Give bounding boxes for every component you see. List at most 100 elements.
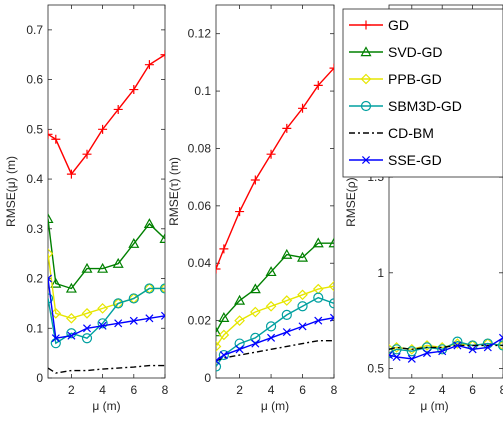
data-point-ppb-gd (216, 341, 222, 352)
data-point-gd (329, 63, 334, 73)
x-axis-label: μ (m) (92, 399, 120, 413)
data-point-sse-gd (389, 351, 394, 360)
legend-label-cd-bm: CD-BM (388, 125, 434, 141)
data-point-ppb-gd (265, 300, 277, 312)
data-point-sbm3d-gd (144, 283, 155, 294)
data-point-svd-gd (281, 248, 293, 259)
x-tick-label: 4 (99, 383, 106, 397)
data-point-gd (48, 129, 53, 139)
x-tick-label: 6 (130, 383, 137, 397)
data-point-sbm3d-gd (265, 321, 277, 332)
data-point-sbm3d-gd (97, 318, 108, 329)
data-point-sbm3d-gd (159, 283, 165, 294)
data-point-sbm3d-gd (391, 344, 402, 355)
data-point-sse-gd (114, 319, 123, 328)
series-line-cd-bm (48, 364, 165, 374)
data-point-sse-gd (392, 352, 401, 361)
data-point-svd-gd (128, 237, 140, 248)
data-point-sbm3d-gd (216, 361, 222, 372)
series-line-ppb-gd (216, 285, 334, 347)
y-tick-label: 0.2 (26, 272, 43, 286)
legend-marker-sse-gd (361, 155, 371, 165)
data-point-sbm3d-gd (281, 309, 292, 320)
data-point-sse-gd (219, 351, 228, 360)
data-point-svd-gd (218, 312, 230, 322)
data-point-svd-gd (112, 257, 124, 268)
legend-label-sse-gd: SSE-GD (388, 152, 442, 168)
data-point-ppb-gd (97, 303, 108, 314)
data-point-svd-gd (312, 237, 324, 248)
series-line-svd-gd (216, 242, 334, 333)
data-point-sbm3d-gd (328, 298, 334, 309)
data-point-gd (82, 149, 92, 159)
y-axis-label: RMSE(τ) (m) (167, 157, 181, 226)
x-tick-label: 8 (500, 383, 503, 397)
data-point-sbm3d-gd (313, 292, 324, 303)
data-point-gd (113, 104, 123, 114)
y-tick-label: 0.1 (194, 84, 211, 98)
y-tick-label: 0.06 (188, 199, 212, 213)
data-point-ppb-gd (66, 312, 77, 324)
series-line-sbm3d-gd (389, 340, 503, 354)
data-point-gd (51, 134, 61, 144)
y-tick-label: 0.6 (26, 73, 43, 87)
x-axis-label: μ (m) (420, 399, 448, 413)
data-point-svd-gd (265, 266, 277, 277)
data-point-sse-gd (160, 311, 165, 320)
data-point-sse-gd (498, 333, 503, 342)
data-point-gd (235, 207, 245, 217)
axes-frame (215, 4, 335, 379)
y-tick-label: 0.12 (188, 27, 212, 41)
y-tick-label: 0.5 (26, 122, 43, 136)
data-point-sbm3d-gd (406, 346, 417, 357)
y-tick-label: 1 (377, 266, 384, 280)
legend-label-sbm3d-gd: SBM3D-GD (388, 98, 462, 114)
data-point-gd (144, 60, 154, 70)
data-point-svd-gd (159, 233, 165, 243)
y-tick-label: 0.08 (188, 141, 212, 155)
series-line-gd (48, 54, 165, 176)
data-point-sse-gd (468, 345, 477, 354)
data-point-sse-gd (407, 354, 416, 363)
data-point-sse-gd (453, 341, 462, 350)
x-tick-label: 4 (268, 383, 275, 397)
data-point-svd-gd (297, 251, 309, 262)
y-axis-label: RMSE(μ) (m) (4, 156, 18, 227)
series-line-sbm3d-gd (216, 296, 334, 367)
data-point-svd-gd (234, 294, 246, 305)
x-tick-label: 8 (162, 383, 169, 397)
data-point-sse-gd (67, 331, 76, 340)
y-tick-label: 0.02 (188, 314, 212, 328)
axes-frame (47, 4, 166, 379)
data-point-ppb-gd (81, 307, 93, 319)
data-point-ppb-gd (48, 248, 54, 260)
series-line-gd (216, 67, 334, 270)
data-point-sse-gd (282, 328, 291, 337)
data-point-svd-gd (143, 218, 155, 229)
data-point-gd (266, 149, 276, 159)
y-tick-label: 0 (36, 371, 43, 385)
data-point-gd (160, 50, 165, 60)
y-tick-label: 0 (204, 371, 211, 385)
panel-rmse-mu: 0 0.1 0.2 0.3 0.4 0.5 0.6 0.7 2 4 6 8 μ (m) RMSE(μ) (… (4, 4, 169, 413)
data-point-svd-gd (328, 237, 334, 248)
series-line-sbm3d-gd (48, 287, 165, 345)
data-point-sbm3d-gd (218, 349, 229, 361)
y-tick-label: 0.1 (26, 321, 43, 335)
legend-marker-ppb-gd (360, 73, 372, 85)
y-tick-label: 0.3 (26, 222, 43, 236)
data-point-sse-gd (82, 324, 92, 333)
data-point-sse-gd (48, 274, 53, 283)
data-point-sbm3d-gd (250, 332, 261, 343)
y-tick-label: 0.04 (188, 256, 212, 270)
data-point-sse-gd (314, 316, 323, 325)
x-tick-label: 6 (299, 383, 306, 397)
data-point-svd-gd (65, 282, 77, 293)
y-tick-label: 0.5 (367, 361, 384, 375)
data-point-sse-gd (235, 345, 244, 354)
data-point-sse-gd (251, 339, 260, 348)
data-point-svd-gd (48, 213, 54, 224)
legend-label-ppb-gd: PPB-GD (388, 71, 442, 87)
x-tick-label: 2 (236, 383, 243, 397)
